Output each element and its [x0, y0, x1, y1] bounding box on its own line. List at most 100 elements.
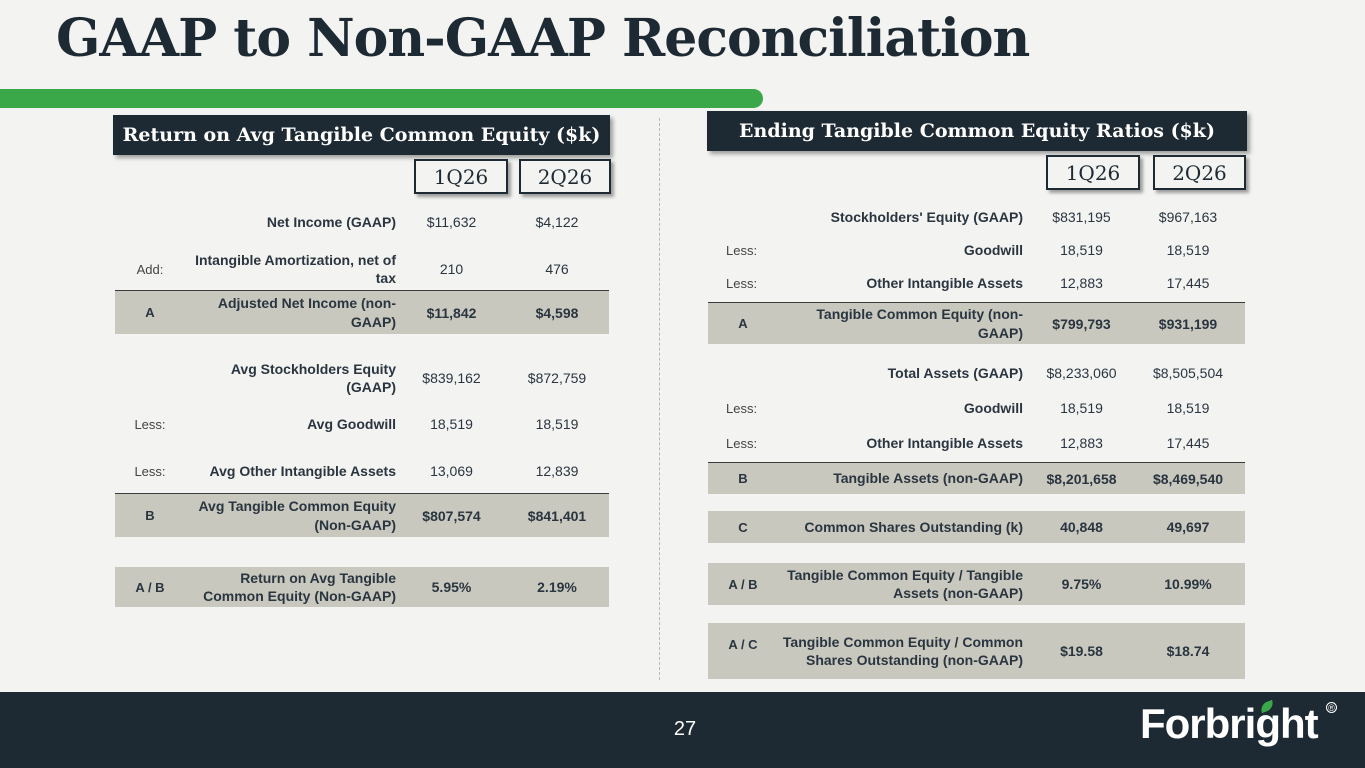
- right-row-goodwill-2: Less: Goodwill 18,519 18,519: [708, 394, 1245, 422]
- row-value-2q26: 2.19%: [537, 579, 577, 595]
- row-value-2q26: $872,759: [527, 370, 587, 386]
- row-value-1q26: 18,519: [1060, 242, 1103, 258]
- row-value-2q26: $8,505,504: [1152, 365, 1224, 381]
- row-value-1q26: 5.95%: [431, 579, 472, 595]
- row-value-1q26: $11,842: [426, 304, 477, 321]
- left-col-header-2q26: 2Q26: [519, 159, 611, 194]
- row-value-2q26: $4,598: [535, 304, 579, 321]
- row-value-2q26: 18,519: [1166, 242, 1210, 258]
- row-value-2q26: 18,519: [535, 416, 579, 432]
- right-row-tce-per-share: A / C Tangible Common Equity / Common Sh…: [708, 623, 1245, 679]
- row-prefix: A / C: [728, 637, 758, 652]
- row-prefix: Add:: [136, 261, 164, 277]
- left-row-return-on-avg-tce: A / B Return on Avg Tangible Common Equi…: [115, 567, 609, 607]
- right-section-heading: Ending Tangible Common Equity Ratios ($k…: [707, 111, 1247, 151]
- row-value-2q26: $18.74: [1166, 643, 1210, 659]
- row-label: Tangible Common Equity / Common Shares O…: [782, 633, 1023, 668]
- row-prefix: Less:: [726, 242, 758, 258]
- row-label: Stockholders' Equity (GAAP): [830, 208, 1023, 225]
- left-row-adjusted-net-income: A Adjusted Net Income (non-GAAP) $11,842…: [115, 290, 609, 334]
- right-row-tce-to-tangible-assets: A / B Tangible Common Equity / Tangible …: [708, 563, 1245, 605]
- row-prefix: A / B: [728, 576, 758, 592]
- row-value-1q26: 12,883: [1060, 275, 1103, 291]
- left-row-avg-other-intangible-assets: Less: Avg Other Intangible Assets 13,069…: [115, 450, 609, 492]
- row-value-2q26: 18,519: [1166, 400, 1210, 416]
- row-value-1q26: 210: [439, 261, 464, 277]
- right-row-other-intangible-assets-2: Less: Other Intangible Assets 12,883 17,…: [708, 429, 1245, 457]
- row-value-2q26: 17,445: [1166, 435, 1210, 451]
- row-value-2q26: $967,163: [1158, 209, 1218, 225]
- row-label: Intangible Amortization, net of tax: [195, 251, 396, 286]
- left-row-net-income: Net Income (GAAP) $11,632 $4,122: [115, 207, 609, 237]
- row-value-1q26: $11,632: [426, 214, 477, 230]
- row-label: Goodwill: [963, 241, 1023, 258]
- column-divider: [659, 118, 660, 680]
- row-prefix: Less:: [726, 435, 758, 451]
- row-value-1q26: 18,519: [1060, 400, 1103, 416]
- row-label: Avg Goodwill: [307, 415, 396, 432]
- left-col-header-1q26: 1Q26: [414, 159, 508, 194]
- title-accent-bar: [0, 89, 763, 108]
- row-value-1q26: $8,233,060: [1046, 365, 1117, 381]
- row-value-2q26: 10.99%: [1164, 576, 1212, 592]
- footer-bar: [0, 692, 1365, 768]
- row-value-1q26: 12,883: [1060, 435, 1103, 451]
- row-value-1q26: $807,574: [422, 507, 481, 524]
- row-prefix: Less:: [134, 463, 166, 479]
- row-prefix: Less:: [726, 275, 758, 291]
- forbright-logo: Forbright: [1140, 700, 1319, 747]
- row-prefix: A / B: [135, 579, 165, 595]
- row-label: Common Shares Outstanding (k): [804, 518, 1023, 535]
- row-label: Other Intangible Assets: [866, 434, 1023, 451]
- row-label: Adjusted Net Income (non-GAAP): [217, 295, 396, 330]
- row-value-2q26: 17,445: [1166, 275, 1210, 291]
- row-value-1q26: $839,162: [422, 370, 481, 386]
- row-value-2q26: 49,697: [1166, 519, 1210, 535]
- page-title: GAAP to Non-GAAP Reconciliation: [56, 8, 1030, 69]
- right-row-total-assets: Total Assets (GAAP) $8,233,060 $8,505,50…: [708, 359, 1245, 387]
- row-label: Other Intangible Assets: [866, 274, 1023, 291]
- left-section-heading: Return on Avg Tangible Common Equity ($k…: [113, 115, 610, 155]
- right-row-tangible-assets: B Tangible Assets (non-GAAP) $8,201,658 …: [708, 462, 1245, 494]
- row-label: Tangible Common Equity / Tangible Assets…: [787, 566, 1023, 601]
- left-row-avg-stockholders-equity: Avg Stockholders Equity (GAAP) $839,162 …: [115, 357, 609, 399]
- row-value-1q26: 40,848: [1060, 519, 1103, 535]
- row-value-2q26: $931,199: [1158, 315, 1218, 332]
- row-label: Avg Stockholders Equity (GAAP): [230, 360, 396, 395]
- right-row-goodwill: Less: Goodwill 18,519 18,519: [708, 236, 1245, 264]
- row-prefix: Less:: [134, 416, 166, 432]
- row-prefix: B: [145, 508, 155, 523]
- right-col-header-2q26: 2Q26: [1153, 155, 1246, 190]
- right-row-common-shares-outstanding: C Common Shares Outstanding (k) 40,848 4…: [708, 511, 1245, 543]
- row-value-1q26: $831,195: [1052, 209, 1111, 225]
- row-label: Goodwill: [963, 399, 1023, 416]
- row-prefix: C: [738, 519, 748, 535]
- row-value-1q26: 13,069: [430, 463, 473, 479]
- registered-mark: ®: [1326, 702, 1337, 713]
- row-label: Return on Avg Tangible Common Equity (No…: [203, 569, 396, 604]
- row-value-1q26: $19.58: [1060, 643, 1103, 659]
- page-number: 27: [673, 718, 697, 740]
- row-value-2q26: $8,469,540: [1152, 470, 1224, 487]
- row-value-1q26: $799,793: [1052, 315, 1111, 332]
- row-label: Tangible Common Equity (non-GAAP): [816, 306, 1023, 341]
- left-row-intangible-amortization: Add: Intangible Amortization, net of tax…: [115, 248, 609, 290]
- row-value-1q26: $8,201,658: [1046, 470, 1117, 487]
- right-row-stockholders-equity: Stockholders' Equity (GAAP) $831,195 $96…: [708, 203, 1245, 231]
- row-value-2q26: 476: [545, 261, 569, 277]
- row-value-1q26: 18,519: [430, 416, 473, 432]
- row-prefix: Less:: [726, 400, 758, 416]
- row-label: Tangible Assets (non-GAAP): [833, 470, 1023, 487]
- left-row-avg-goodwill: Less: Avg Goodwill 18,519 18,519: [115, 410, 609, 438]
- row-value-1q26: 9.75%: [1061, 576, 1102, 592]
- row-value-2q26: 12,839: [535, 463, 579, 479]
- row-label: Net Income (GAAP): [266, 213, 396, 230]
- right-col-header-1q26: 1Q26: [1046, 155, 1140, 190]
- right-row-tangible-common-equity: A Tangible Common Equity (non-GAAP) $799…: [708, 302, 1245, 344]
- left-row-avg-tangible-common-equity: B Avg Tangible Common Equity (Non-GAAP) …: [115, 493, 609, 537]
- row-prefix: B: [738, 471, 748, 486]
- row-prefix: A: [145, 305, 155, 320]
- row-value-2q26: $4,122: [535, 214, 579, 230]
- right-row-other-intangible-assets: Less: Other Intangible Assets 12,883 17,…: [708, 269, 1245, 297]
- row-label: Avg Other Intangible Assets: [209, 462, 396, 479]
